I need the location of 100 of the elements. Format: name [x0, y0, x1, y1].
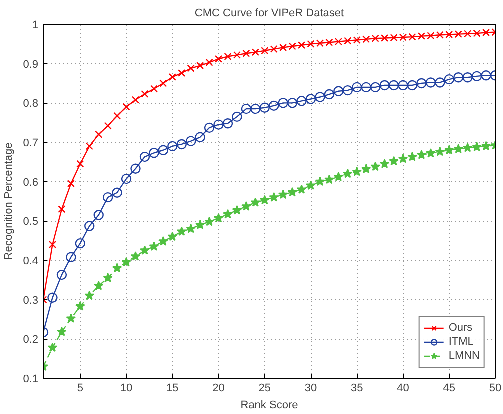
point [48, 240, 57, 249]
point [168, 141, 178, 152]
point [94, 210, 104, 220]
point [187, 64, 195, 72]
point [380, 159, 390, 168]
point [140, 246, 150, 255]
point [112, 263, 122, 273]
point [186, 224, 196, 234]
point [416, 78, 427, 89]
x-tick-label: 50 [489, 382, 502, 394]
y-tick-label: 0.4 [23, 256, 39, 268]
point [76, 301, 86, 311]
point [122, 103, 130, 111]
point [315, 176, 326, 186]
point [426, 148, 436, 158]
point [334, 172, 344, 182]
point [426, 78, 436, 88]
y-axis-title: Recognition Percentage [3, 142, 16, 260]
point [224, 52, 232, 61]
point [95, 130, 103, 138]
point [315, 92, 326, 102]
point [462, 142, 473, 152]
y-tick-label: 0.6 [23, 176, 39, 189]
x-tick-label: 35 [351, 382, 364, 394]
point [343, 168, 353, 178]
point [370, 162, 380, 172]
x-tick-label: 30 [304, 382, 318, 394]
point [84, 290, 94, 300]
point [132, 96, 140, 104]
y-tick-label: 0.2 [23, 334, 39, 346]
point [324, 174, 334, 184]
point [66, 314, 76, 323]
point [435, 78, 446, 88]
point [58, 206, 66, 214]
point [370, 82, 381, 93]
point [296, 96, 307, 106]
point [454, 72, 464, 83]
point [56, 270, 68, 280]
chart-title: CMC Curve for VIPeR Dataset [194, 8, 344, 20]
point [75, 238, 86, 249]
point [204, 216, 214, 226]
point [361, 164, 372, 174]
point [334, 86, 344, 96]
point [380, 80, 390, 91]
point [306, 94, 316, 104]
point [48, 292, 58, 303]
x-tick-label: 5 [77, 382, 84, 394]
x-tick-label: 40 [397, 382, 410, 394]
point [408, 152, 418, 162]
point [361, 82, 372, 93]
point [472, 71, 482, 82]
point [481, 141, 492, 151]
point [214, 120, 224, 130]
point [472, 142, 482, 152]
point [66, 252, 76, 262]
point [288, 187, 298, 197]
point [160, 80, 168, 88]
y-tick-label: 0.3 [23, 294, 39, 307]
point [158, 236, 168, 246]
point [84, 221, 95, 232]
point [195, 132, 206, 142]
point [270, 46, 278, 54]
point [186, 136, 196, 146]
point [278, 190, 288, 200]
point [140, 152, 150, 162]
point [232, 112, 242, 122]
point [176, 226, 187, 236]
point [57, 326, 67, 336]
point [195, 220, 206, 230]
point [481, 70, 492, 81]
point [242, 202, 252, 211]
legend-label: ITML [448, 335, 474, 349]
point [158, 145, 169, 156]
legend-label: LMNN [448, 349, 480, 363]
point [104, 122, 112, 130]
point [398, 154, 408, 164]
point [260, 195, 270, 205]
point [121, 174, 132, 184]
point [444, 145, 454, 155]
point [168, 232, 178, 242]
point [86, 142, 94, 150]
y-tick-label: 0.1 [23, 374, 39, 386]
point [389, 156, 399, 166]
point [76, 160, 84, 168]
point [278, 98, 288, 108]
x-tick-label: 25 [258, 382, 272, 394]
point [214, 55, 223, 63]
point [102, 192, 114, 203]
point [250, 104, 261, 114]
point [261, 47, 269, 55]
point [196, 62, 204, 70]
point [130, 164, 141, 174]
point [416, 150, 427, 160]
point [178, 69, 186, 78]
point [260, 102, 270, 113]
point [149, 242, 160, 251]
point [296, 184, 307, 194]
point [269, 192, 279, 202]
point [444, 74, 454, 85]
point [114, 112, 122, 120]
